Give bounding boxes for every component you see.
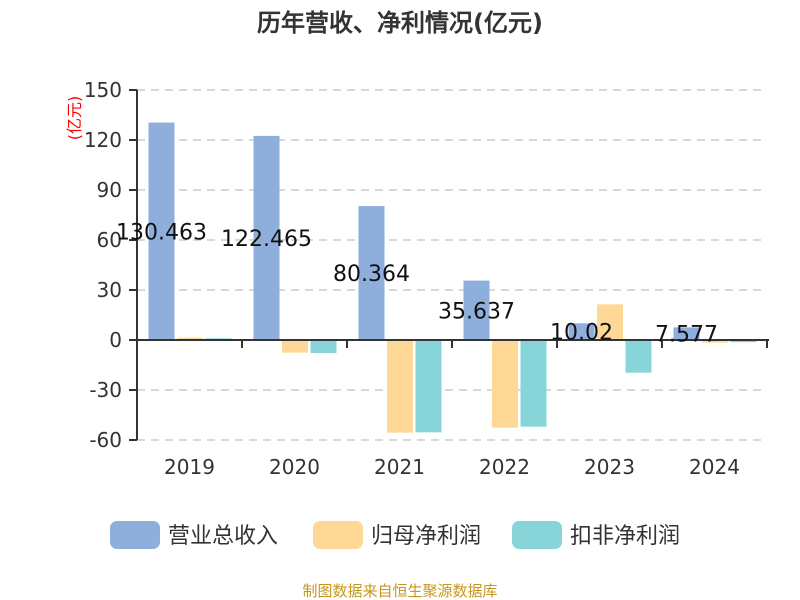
bar-deducted-net-profit bbox=[730, 340, 757, 343]
legend-swatch bbox=[313, 521, 363, 549]
y-tick-label: 30 bbox=[97, 278, 122, 302]
legend-label: 营业总收入 bbox=[168, 524, 278, 549]
bar-revenue bbox=[253, 135, 280, 340]
x-tick-label: 2024 bbox=[689, 455, 740, 479]
data-label: 35.637 bbox=[438, 299, 515, 324]
data-label: 10.02 bbox=[550, 321, 613, 346]
x-tick-label: 2023 bbox=[584, 455, 635, 479]
bar-revenue bbox=[148, 122, 175, 340]
data-label: 122.465 bbox=[221, 227, 312, 252]
bar-net-profit bbox=[492, 340, 518, 428]
y-tick-label: 90 bbox=[97, 178, 122, 202]
legend-label: 扣非净利润 bbox=[570, 524, 680, 549]
bar-deducted-net-profit bbox=[310, 340, 337, 353]
y-tick-label: 0 bbox=[109, 328, 122, 352]
y-tick-label: 120 bbox=[84, 128, 122, 152]
bar-deducted-net-profit bbox=[415, 340, 442, 433]
bar-revenue bbox=[568, 323, 595, 340]
data-label: 7.577 bbox=[655, 323, 718, 348]
legend-label: 归母净利润 bbox=[371, 524, 481, 549]
bar-deducted-net-profit bbox=[520, 340, 547, 427]
bar-net-profit bbox=[387, 340, 413, 433]
bar-revenue bbox=[673, 327, 700, 340]
bar-revenue bbox=[463, 280, 490, 340]
y-tick-label: 150 bbox=[84, 78, 122, 102]
chart-title: 历年营收、净利情况(亿元) bbox=[257, 9, 543, 37]
legend-swatch bbox=[110, 521, 160, 549]
x-tick-label: 2021 bbox=[374, 455, 425, 479]
bar-net-profit bbox=[282, 340, 308, 353]
bar-net-profit bbox=[702, 340, 728, 343]
y-tick-label: -60 bbox=[89, 428, 122, 452]
bar-net-profit bbox=[597, 304, 623, 340]
bar-revenue bbox=[358, 206, 385, 340]
footer-source: 制图数据来自恒生聚源数据库 bbox=[302, 582, 497, 600]
bar-deducted-net-profit bbox=[625, 340, 652, 373]
data-label: 80.364 bbox=[333, 262, 410, 287]
x-tick-label: 2019 bbox=[164, 455, 215, 479]
data-label: 130.463 bbox=[116, 220, 207, 245]
x-tick-label: 2022 bbox=[479, 455, 530, 479]
y-tick-label: 60 bbox=[97, 228, 122, 252]
x-tick-label: 2020 bbox=[269, 455, 320, 479]
y-axis-label: (亿元) bbox=[65, 96, 84, 141]
y-tick-label: -30 bbox=[89, 378, 122, 402]
legend-swatch bbox=[512, 521, 562, 549]
bar-net-profit bbox=[177, 337, 203, 340]
